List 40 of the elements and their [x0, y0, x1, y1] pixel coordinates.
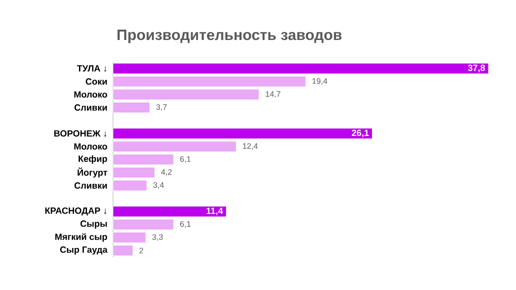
- data-label: 14,7: [266, 91, 280, 98]
- data-label: 4,2: [161, 169, 172, 176]
- y-tick-label: Йогурт: [78, 168, 108, 178]
- data-label: 19,4: [312, 78, 328, 85]
- bar: [112, 63, 489, 74]
- bar: [112, 206, 226, 218]
- y-tick-label: КРАСНОДАР ↓: [45, 207, 106, 216]
- data-label: 37,8: [468, 64, 485, 72]
- bar: [112, 219, 174, 230]
- y-tick-label: ВОРОНЕЖ ↓: [54, 130, 106, 137]
- bar: [112, 245, 134, 256]
- bar: [112, 89, 260, 100]
- y-tick-label: Мягкий сыр: [55, 233, 108, 242]
- data-label: 26,1: [352, 130, 369, 138]
- y-tick-label: Сливки: [74, 104, 107, 111]
- data-label: 3,7: [156, 104, 167, 111]
- y-tick-label: Молоко: [74, 143, 108, 150]
- bar: [112, 141, 236, 152]
- y-tick-label: Сыры: [80, 220, 107, 229]
- data-label: 3,3: [152, 234, 163, 241]
- bar: [112, 180, 148, 192]
- y-tick-label: Соки: [86, 78, 107, 85]
- bar: [112, 167, 155, 178]
- data-label: 6,1: [180, 156, 191, 163]
- chart-title: Производительность заводов: [118, 30, 342, 44]
- y-tick-label: Сыр Гауда: [60, 246, 108, 255]
- y-tick-label: Молоко: [74, 91, 108, 98]
- data-label: 11,4: [206, 208, 223, 216]
- bar: [112, 102, 150, 113]
- data-label: 12,4: [242, 143, 258, 150]
- y-tick-label: Кефир: [78, 155, 108, 164]
- y-tick-label: ТУЛА ↓: [76, 65, 106, 72]
- y-tick-label: Сливки: [74, 182, 107, 189]
- bar: [112, 232, 146, 243]
- bar: [112, 76, 306, 88]
- bar: [112, 128, 373, 139]
- data-label: 6,1: [180, 221, 191, 228]
- data-label: 3,4: [153, 182, 164, 189]
- bar: [112, 154, 174, 165]
- data-label: 2: [139, 248, 144, 254]
